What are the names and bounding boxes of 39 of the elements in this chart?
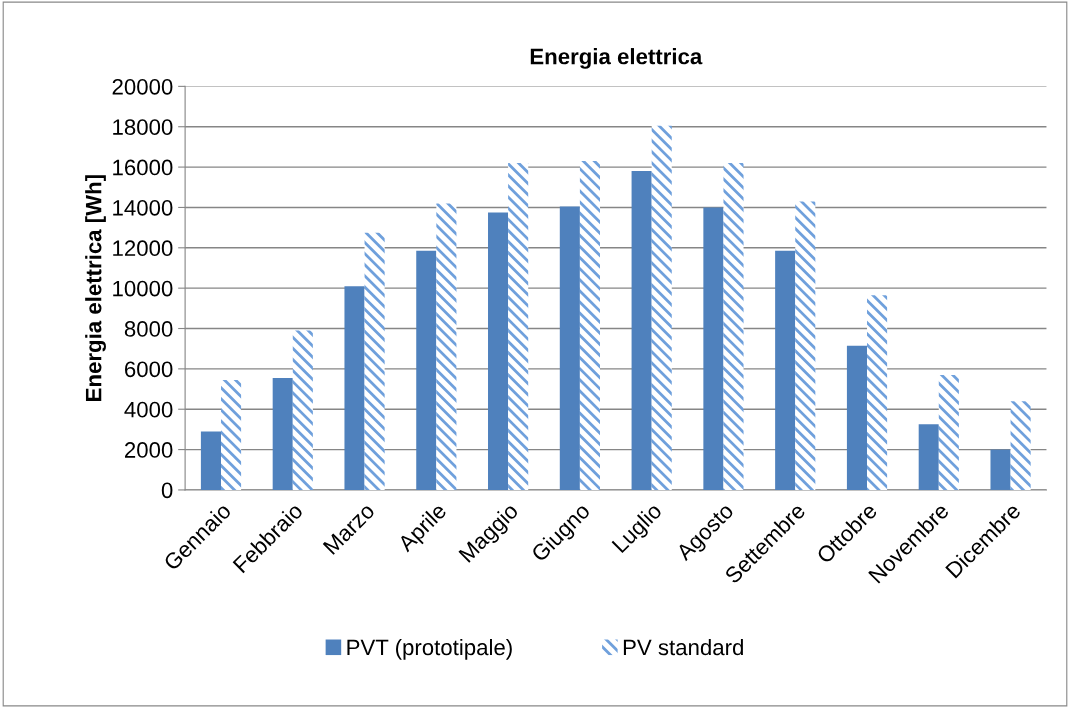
bar xyxy=(416,250,437,490)
legend-label: PVT (prototipale) xyxy=(347,638,512,660)
y-tick-label: 20000 xyxy=(112,78,173,95)
y-tick-label: 4000 xyxy=(124,401,173,418)
y-tick-label: 16000 xyxy=(113,159,173,176)
bar xyxy=(292,330,313,490)
bar xyxy=(938,374,959,490)
bar xyxy=(723,163,744,490)
bar xyxy=(272,377,293,490)
y-tick-label: 12000 xyxy=(113,240,173,257)
y-tick-label: 18000 xyxy=(113,119,173,135)
y-axis-title: Energia elettrica [Wh] xyxy=(85,175,106,401)
y-tick-label: 6000 xyxy=(125,361,173,378)
bar xyxy=(579,161,600,490)
y-tick-label: 0 xyxy=(161,482,173,499)
bar xyxy=(1010,401,1031,490)
bar xyxy=(631,171,652,490)
bar xyxy=(795,201,816,490)
bar xyxy=(559,206,580,490)
bar xyxy=(703,207,724,490)
bar xyxy=(488,212,509,490)
bar xyxy=(200,431,221,490)
bar xyxy=(775,250,796,490)
y-tick-label: 10000 xyxy=(113,280,173,297)
bar xyxy=(344,286,365,490)
bar xyxy=(508,163,529,490)
legend-label: PV standard xyxy=(623,638,743,656)
y-tick-label: 14000 xyxy=(113,199,173,216)
bar xyxy=(221,379,242,490)
bar xyxy=(364,232,385,490)
bar xyxy=(846,345,868,490)
bar xyxy=(918,424,939,490)
bar xyxy=(867,295,888,490)
y-tick-label: 2000 xyxy=(124,442,173,458)
bar xyxy=(990,449,1011,490)
y-tick-label: 8000 xyxy=(124,321,173,337)
bar xyxy=(436,203,457,490)
bar xyxy=(651,125,672,490)
chart-title: Energia elettrica xyxy=(530,48,703,69)
